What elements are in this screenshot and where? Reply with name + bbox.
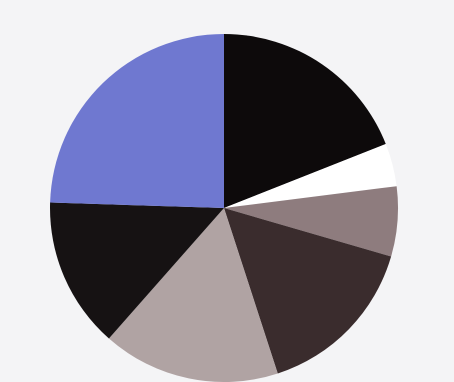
- pie-slice-7: [50, 34, 224, 208]
